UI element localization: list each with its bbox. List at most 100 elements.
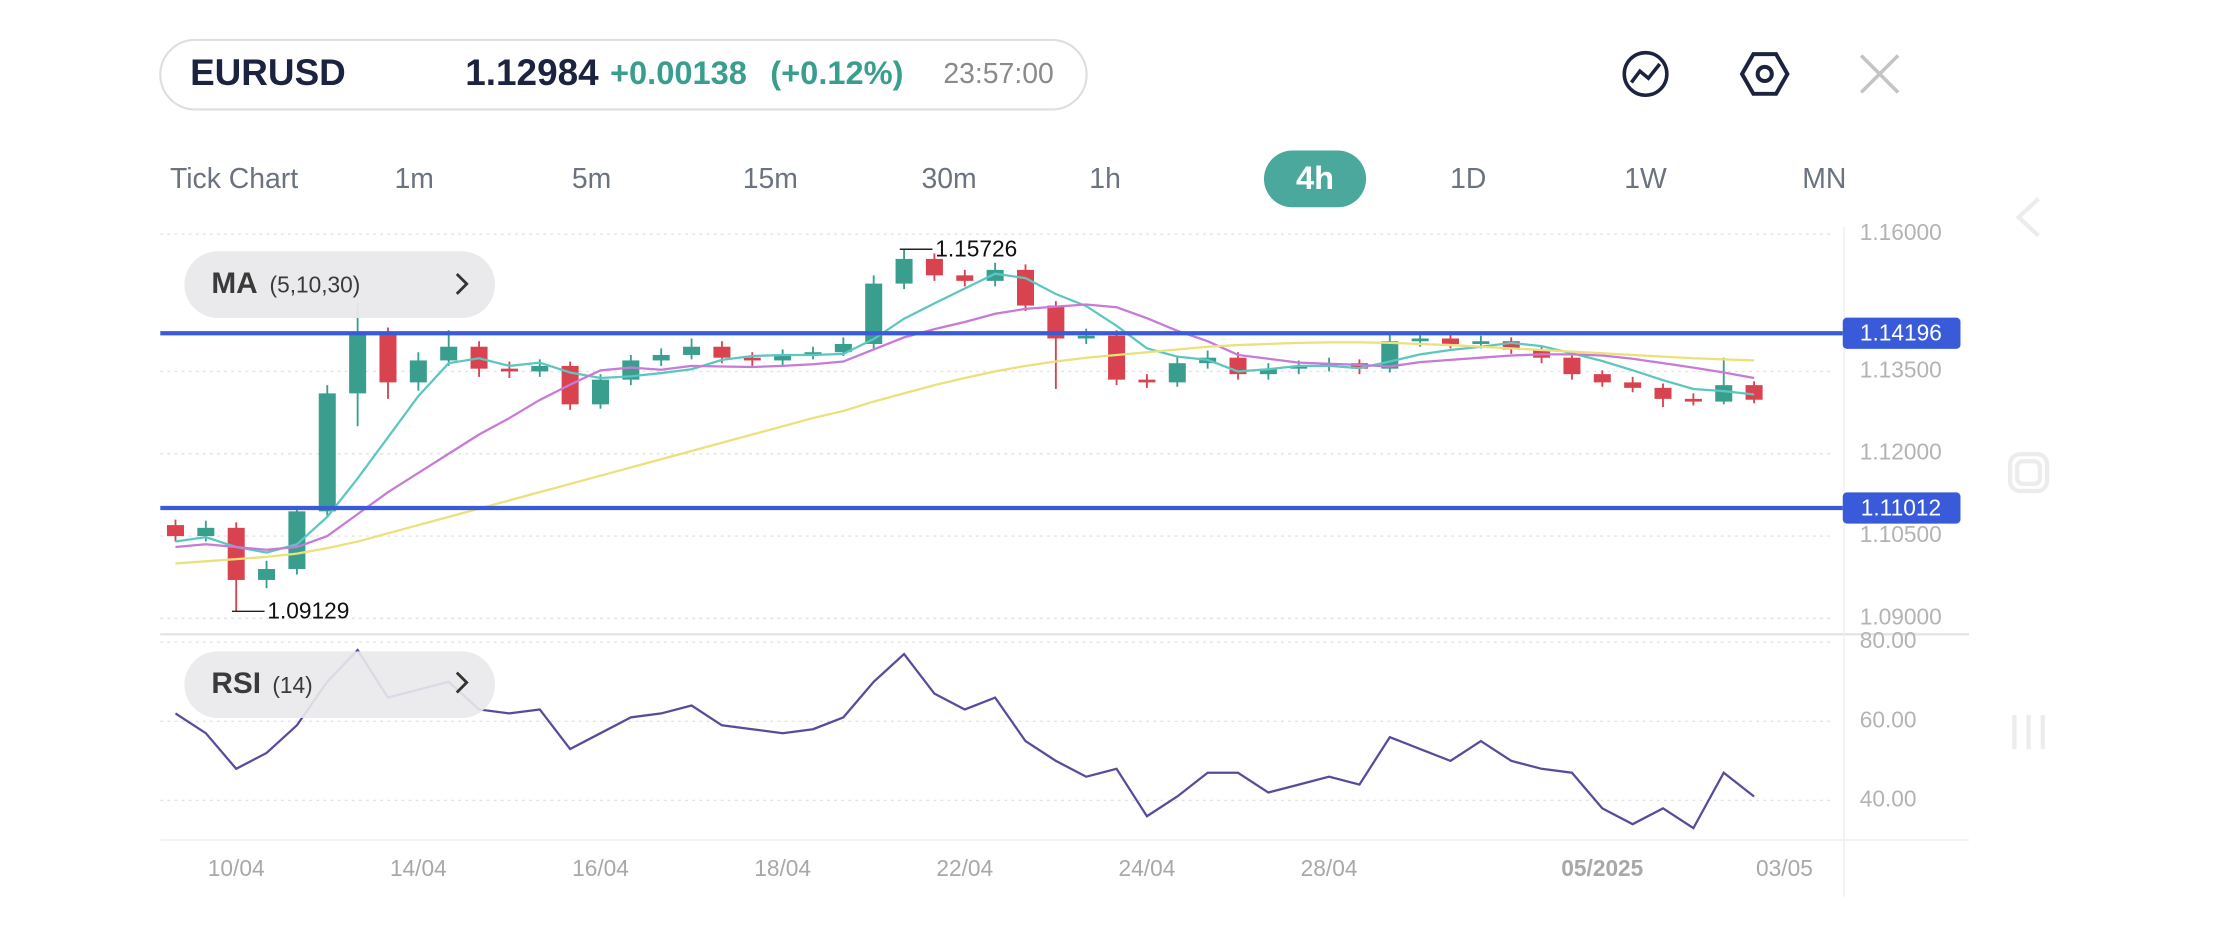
candle-body	[956, 275, 974, 281]
x-tick-label: 22/04	[936, 855, 993, 881]
candle-body	[1593, 374, 1611, 383]
close-button[interactable]	[1859, 54, 1900, 94]
ma-pill[interactable]: MA (5,10,30)	[184, 251, 496, 318]
timeframe-label: 4h	[1296, 159, 1334, 196]
candle-body	[1624, 382, 1642, 388]
x-tick-label: 05/2025	[1561, 855, 1643, 881]
candle-body	[1016, 269, 1035, 306]
rsi-pill[interactable]: RSI (14)	[184, 651, 496, 718]
candle-body	[1563, 357, 1581, 375]
timeframe-button[interactable]: MN	[1802, 163, 1846, 195]
time: 23:57:00	[943, 58, 1053, 90]
timeframe-label: MN	[1802, 163, 1846, 195]
candle-body	[227, 527, 245, 580]
x-tick-label: 14/04	[390, 855, 447, 881]
candle-body	[166, 525, 184, 537]
candle-body	[1441, 338, 1460, 344]
candle-body	[925, 258, 943, 276]
timeframe-label: 1W	[1624, 163, 1667, 195]
candle-body	[986, 269, 1004, 281]
y-tick-label: 80.00	[1860, 627, 1917, 653]
timeframe-button[interactable]: 4h	[1263, 150, 1367, 208]
indicator-params: (5,10,30)	[270, 272, 361, 298]
candle-body	[1684, 398, 1702, 402]
y-tick-label: 1.12000	[1860, 439, 1942, 465]
candle-body	[197, 527, 215, 537]
x-tick-label: 10/04	[208, 855, 265, 881]
change: +0.00138	[610, 54, 747, 91]
y-tick-label: 1.16000	[1860, 219, 1942, 245]
level-label-box	[1842, 492, 1961, 524]
x-tick-label: 03/05	[1756, 855, 1813, 881]
timeframe-label: 15m	[743, 163, 798, 195]
change-percent: (+0.12%)	[770, 54, 903, 91]
indicator-name: RSI	[211, 667, 261, 700]
ma-line	[175, 303, 1755, 551]
candle-body	[713, 346, 731, 358]
candle-body	[683, 346, 701, 355]
timeframe-button[interactable]: 1D	[1450, 163, 1486, 195]
candle-body	[1745, 385, 1763, 400]
ma-line	[175, 341, 1755, 565]
price: 1.12984	[465, 52, 599, 93]
candle-body	[1138, 379, 1156, 383]
candle-body	[1259, 368, 1277, 375]
candle-body	[379, 332, 397, 383]
candle-body	[834, 343, 852, 353]
y-tick-label: 1.10500	[1860, 521, 1942, 547]
candle-body	[1108, 335, 1126, 380]
timeframe-button[interactable]: 5m	[572, 163, 611, 195]
timeframe-label: 30m	[921, 163, 976, 195]
plot: 1.16000 1.13500 1.12000 1.10500 1.09000 10/04…	[160, 219, 1961, 881]
indicator-name: MA	[211, 267, 257, 300]
settings-button[interactable]	[1739, 52, 1790, 96]
chart-type-button[interactable]	[1622, 50, 1669, 98]
candle-body	[1654, 387, 1672, 399]
timeframe-button[interactable]: 1m	[395, 163, 434, 195]
timeframe-button[interactable]: Tick Chart	[170, 163, 298, 195]
candle-body	[865, 283, 883, 344]
candle-body	[895, 258, 913, 284]
candle-body	[1411, 338, 1429, 342]
x-tick-label: 16/04	[572, 855, 629, 881]
level-label: 1.14196	[1860, 320, 1942, 346]
candle-body	[349, 332, 367, 394]
timeframe-label: 1h	[1089, 163, 1121, 195]
y-tick-label: 40.00	[1860, 785, 1917, 811]
candle-body	[1047, 305, 1065, 339]
timeframe-button[interactable]: 1h	[1089, 163, 1121, 195]
timeframe-label: 5m	[572, 163, 611, 195]
level-label: 1.11012	[1861, 494, 1941, 520]
symbol-pill	[159, 38, 1088, 111]
y-tick-label: 1.09000	[1860, 603, 1942, 629]
x-tick-label: 28/04	[1301, 855, 1358, 881]
timeframe-label: Tick Chart	[170, 163, 298, 195]
timeframe-button[interactable]: 15m	[743, 163, 798, 195]
candle-body	[1502, 341, 1520, 350]
annotation-label: 1.15726	[935, 236, 1017, 262]
timeframe-button[interactable]: 30m	[921, 163, 976, 195]
candle-body	[500, 368, 518, 372]
candle-body	[531, 365, 549, 372]
level-label-box	[1842, 317, 1961, 349]
candle-body	[743, 357, 761, 361]
timeframe-label: 1m	[395, 163, 434, 195]
x-tick-label: 24/04	[1119, 855, 1176, 881]
candle-body	[1715, 385, 1733, 402]
y-tick-label: 60.00	[1860, 706, 1917, 732]
timeframe-label: 1D	[1450, 163, 1486, 195]
candle-body	[440, 346, 458, 361]
timeframe-active	[1263, 150, 1367, 208]
candle-body	[774, 354, 792, 361]
symbol: EURUSD	[190, 52, 346, 93]
candle-body	[591, 379, 610, 405]
candle-body	[652, 354, 670, 361]
x-tick-label: 18/04	[754, 855, 811, 881]
candle-body	[1168, 363, 1186, 383]
candle-body	[258, 568, 276, 580]
timeframe-button[interactable]: 1W	[1624, 163, 1667, 195]
candle-body	[409, 360, 427, 383]
candle-body	[804, 352, 822, 355]
